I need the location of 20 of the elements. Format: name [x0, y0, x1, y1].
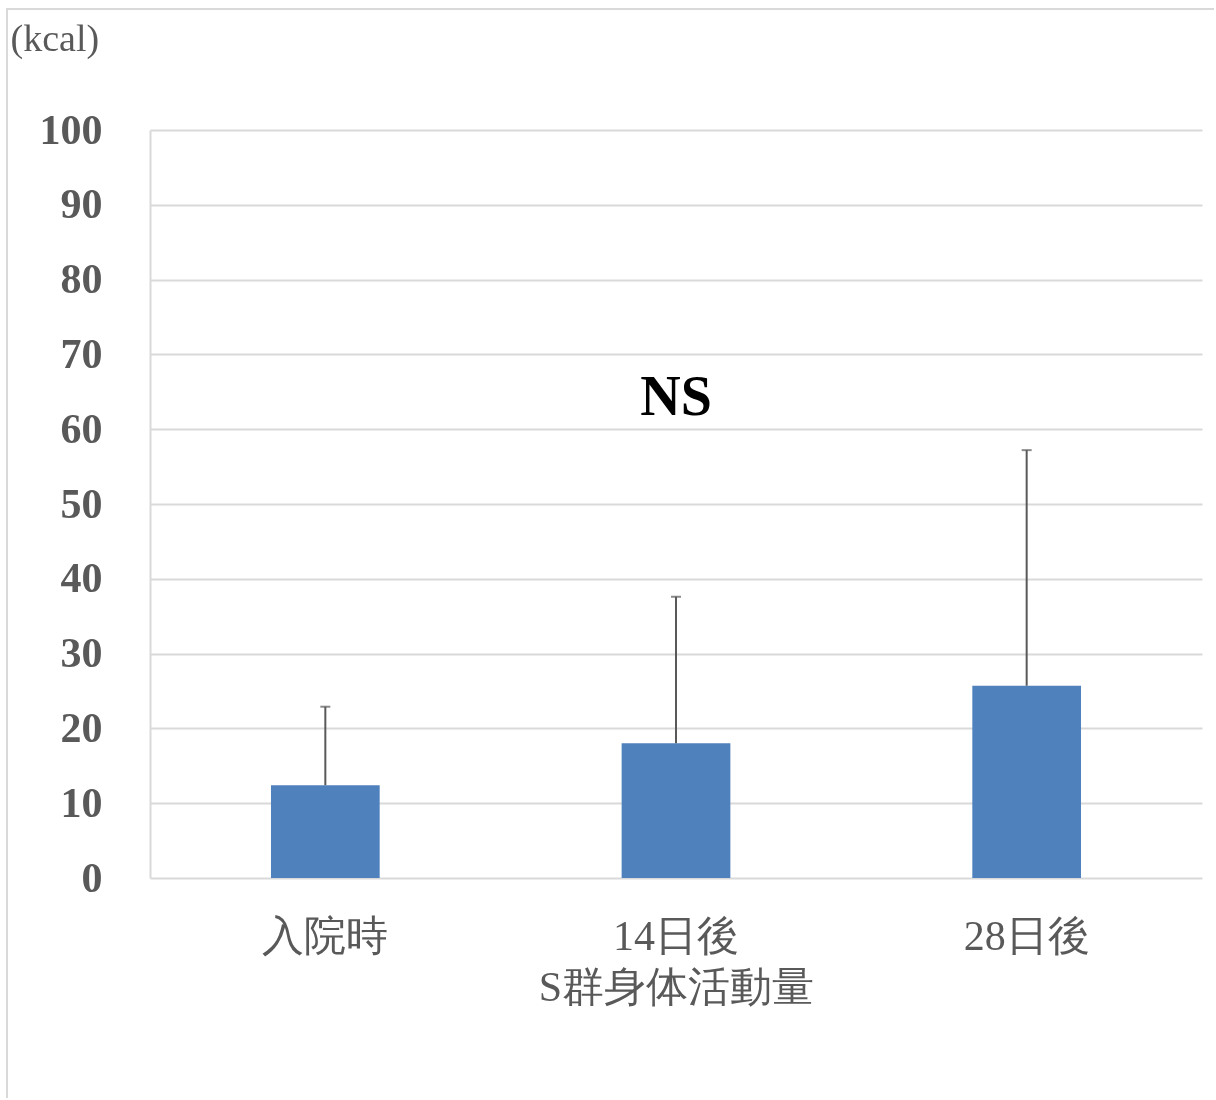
- bar: [621, 743, 731, 878]
- y-tick-label: 100: [39, 106, 103, 153]
- y-tick-label: 90: [60, 181, 103, 228]
- y-tick-label: 60: [60, 405, 103, 452]
- y-axis-title: (kcal): [10, 16, 100, 60]
- y-tick-label: 20: [60, 704, 103, 751]
- annotation: NS: [640, 365, 712, 427]
- y-tick-label: 70: [60, 330, 103, 377]
- bar: [972, 685, 1082, 878]
- bar: [270, 785, 380, 878]
- x-tick-label: 14日後: [613, 912, 739, 959]
- y-tick-label: 0: [81, 854, 103, 901]
- x-tick-label: 入院時: [262, 912, 389, 959]
- y-tick-label: 30: [60, 630, 103, 677]
- x-axis-title: S群身体活動量: [538, 963, 815, 1010]
- y-tick-label: 80: [60, 256, 103, 303]
- y-tick-label: 40: [60, 555, 103, 602]
- y-tick-label: 10: [60, 779, 103, 826]
- x-tick-label: 28日後: [963, 912, 1090, 959]
- y-tick-label: 50: [60, 480, 103, 527]
